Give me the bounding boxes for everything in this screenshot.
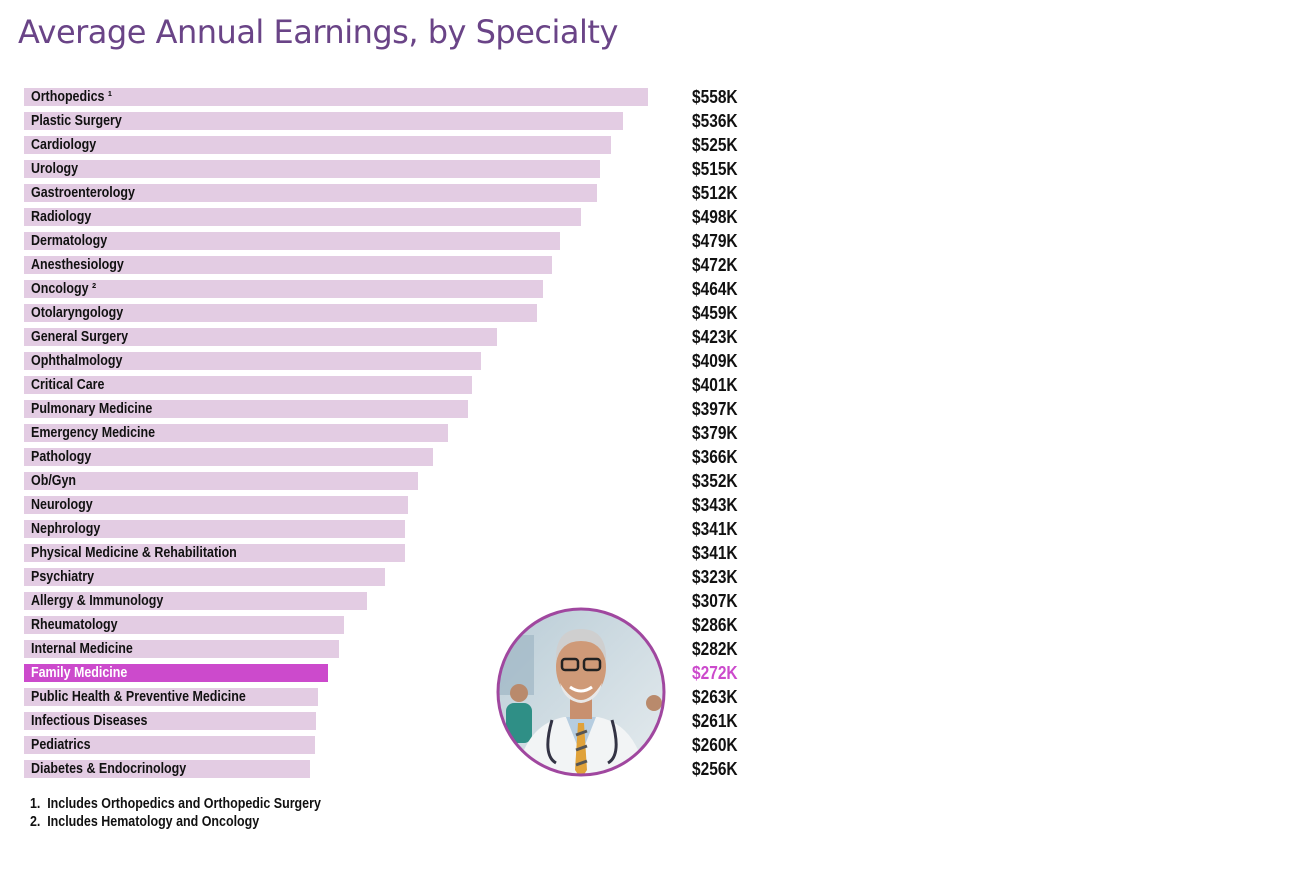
value-label: $307K [692,591,738,611]
footnote-text: Includes Orthopedics and Orthopedic Surg… [47,796,321,812]
bar [24,256,552,274]
footnote-text: Includes Hematology and Oncology [47,814,260,830]
bar [24,376,472,394]
value-label: $409K [692,351,738,371]
value-label: $261K [692,711,738,731]
value-label: $323K [692,567,738,587]
value-label: $525K [692,135,738,155]
value-label: $366K [692,447,738,467]
bar [24,640,339,658]
footnote-number: 1. [30,796,41,812]
bar [24,616,344,634]
category-label: Critical Care [31,377,105,393]
value-label: $379K [692,423,738,443]
category-label: Gastroenterology [31,185,135,201]
category-label: Anesthesiology [31,257,124,273]
bar [24,112,623,130]
category-label: Urology [31,161,79,177]
value-label: $286K [692,615,738,635]
bar [24,544,405,562]
bar [24,472,418,490]
bar [24,688,318,706]
bar [24,280,543,298]
footnote-number: 2. [30,814,41,830]
category-label: Orthopedics ¹ [31,89,113,105]
value-label: $282K [692,639,738,659]
bar [24,328,497,346]
value-label: $558K [692,87,738,107]
value-label: $464K [692,279,738,299]
category-label: Psychiatry [31,569,95,585]
category-label: Infectious Diseases [31,713,148,729]
footnotes: 1. Includes Orthopedics and Orthopedic Su… [30,795,321,831]
bar [24,208,581,226]
category-label: General Surgery [31,329,129,345]
category-label: Pediatrics [31,737,91,753]
category-label: Diabetes & Endocrinology [31,761,187,777]
category-label: Emergency Medicine [31,425,156,441]
category-label: Physical Medicine & Rehabilitation [31,545,237,561]
category-label: Allergy & Immunology [31,593,164,609]
bar [24,568,385,586]
bar [24,424,448,442]
footnote-2: 2. Includes Hematology and Oncology [30,813,321,831]
bar [24,496,408,514]
value-label: $401K [692,375,738,395]
category-label: Plastic Surgery [31,113,122,129]
value-label: $343K [692,495,738,515]
category-label: Rheumatology [31,617,118,633]
value-label: $515K [692,159,738,179]
category-label: Family Medicine [31,665,128,681]
bar [24,184,597,202]
bar [24,664,328,682]
bar [24,400,468,418]
category-label: Ob/Gyn [31,473,77,489]
footnote-1: 1. Includes Orthopedics and Orthopedic Su… [30,795,321,813]
value-label: $536K [692,111,738,131]
value-label: $459K [692,303,738,323]
category-label: Nephrology [31,521,101,537]
bar [24,352,481,370]
value-label: $256K [692,759,738,779]
value-label: $341K [692,519,738,539]
value-label: $423K [692,327,738,347]
chart-title: Average Annual Earnings, by Specialty [18,13,618,51]
bar [24,712,316,730]
category-label: Radiology [31,209,92,225]
value-label: $263K [692,687,738,707]
bar [24,88,648,106]
bar [24,736,315,754]
category-label: Pulmonary Medicine [31,401,153,417]
bar [24,304,537,322]
value-label: $512K [692,183,738,203]
category-label: Pathology [31,449,92,465]
bar [24,160,600,178]
value-label: $479K [692,231,738,251]
category-label: Oncology ² [31,281,97,297]
value-label: $260K [692,735,738,755]
bar [24,232,560,250]
doctor-photo [496,607,666,777]
bar [24,448,433,466]
value-label: $272K [692,663,738,683]
value-label: $397K [692,399,738,419]
value-label: $472K [692,255,738,275]
value-label: $352K [692,471,738,491]
category-label: Internal Medicine [31,641,133,657]
category-label: Public Health & Preventive Medicine [31,689,246,705]
category-label: Ophthalmology [31,353,123,369]
category-label: Neurology [31,497,93,513]
bar [24,760,310,778]
value-label: $498K [692,207,738,227]
bar [24,520,405,538]
category-label: Otolaryngology [31,305,124,321]
bar [24,592,367,610]
bar [24,136,611,154]
value-label: $341K [692,543,738,563]
category-label: Cardiology [31,137,97,153]
category-label: Dermatology [31,233,108,249]
